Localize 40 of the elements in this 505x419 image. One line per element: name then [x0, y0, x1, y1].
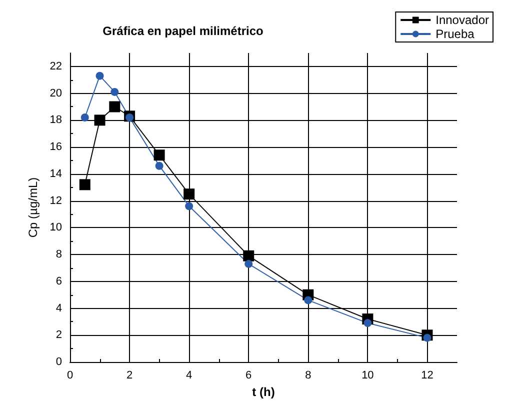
y-tick-label: 4	[56, 302, 62, 314]
point	[304, 296, 312, 304]
x-tick-label: 4	[186, 370, 192, 382]
x-tick-label: 6	[246, 370, 252, 382]
point	[154, 150, 165, 161]
x-tick-label: 2	[126, 370, 133, 382]
y-axis-title: Cp (µg/mL)	[26, 177, 40, 238]
y-tick-label: 8	[56, 248, 62, 261]
point	[423, 334, 432, 342]
y-tick-label: 10	[50, 222, 62, 234]
y-tick-label: 0	[56, 356, 62, 368]
point	[94, 114, 106, 126]
point	[79, 179, 90, 190]
point	[243, 250, 254, 262]
point	[80, 113, 89, 122]
point	[185, 202, 194, 210]
point	[96, 72, 104, 80]
point	[110, 88, 119, 96]
point	[109, 101, 120, 112]
x-tick-label: 10	[362, 370, 374, 382]
y-tick-label: 20	[50, 87, 62, 100]
y-tick-label: 22	[50, 60, 62, 72]
point	[244, 260, 253, 268]
x-axis-title: t (h)	[252, 384, 275, 399]
x-tick-label: 0	[66, 370, 74, 382]
point	[155, 162, 164, 170]
y-tick-label: 16	[50, 141, 62, 154]
y-tick-label: 18	[50, 114, 62, 126]
x-tick-label: 12	[421, 370, 434, 382]
legend-label: Prueba	[436, 27, 475, 41]
y-tick-label: 2	[56, 329, 62, 342]
point	[364, 319, 372, 328]
y-tick-label: 14	[50, 168, 62, 180]
legend-label: Innovador	[436, 13, 490, 27]
y-tick-label: 12	[50, 194, 62, 207]
chart-title: Gráfica en papel milimétrico	[102, 24, 264, 38]
x-tick-label: 8	[305, 370, 312, 382]
point	[184, 188, 195, 200]
point	[126, 113, 134, 122]
y-tick-label: 6	[56, 275, 62, 288]
